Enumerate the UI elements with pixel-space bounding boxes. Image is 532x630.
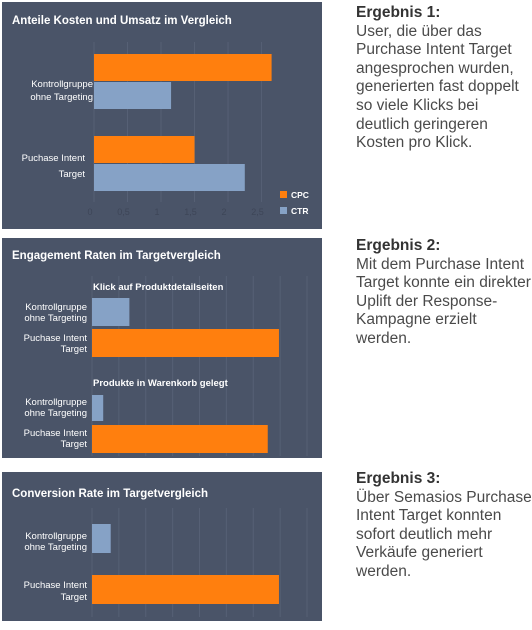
- tick-label: 0: [87, 207, 92, 217]
- bar-cpc: [94, 136, 195, 163]
- category-label: Puchase Intent: [24, 333, 88, 344]
- category-label: Target: [61, 439, 88, 450]
- legend-label-ctr: CTR: [291, 206, 308, 216]
- chart-subtitle: Produkte in Warenkorb gelegt: [93, 378, 229, 389]
- chart-costs-svg: Anteile Kosten und Umsatz im Vergleich K…: [12, 15, 309, 217]
- legend-label-cpc: CPC: [291, 190, 309, 200]
- category-label: Target: [61, 592, 88, 603]
- category-label: ohne Targeting: [30, 92, 93, 103]
- chart-title: Conversion Rate im Targetvergleich: [12, 488, 208, 500]
- result-block-3: Ergebnis 3: Über Semasios Purchase Inten…: [356, 470, 532, 582]
- result-text: User, die über das Purchase Intent Targe…: [356, 22, 519, 152]
- tick-label: 1,5: [184, 207, 197, 217]
- bar-ctr: [94, 82, 172, 109]
- bar-kontrollgruppe: [92, 395, 104, 421]
- chart-panel-conversion: Conversion Rate im Targetvergleich Kontr…: [2, 472, 322, 621]
- result-heading: Ergebnis 1:: [356, 4, 441, 21]
- result-heading: Ergebnis 3:: [356, 470, 441, 487]
- bar-ctr: [94, 164, 245, 191]
- category-label: Kontrollgruppe: [25, 531, 87, 542]
- chart-panel-costs: Anteile Kosten und Umsatz im Vergleich K…: [2, 2, 322, 229]
- chart-panel-engagement: Engagement Raten im Targetvergleich Klic…: [2, 238, 322, 458]
- legend-swatch-ctr: [280, 207, 287, 214]
- chart-conversion-svg: Conversion Rate im Targetvergleich Kontr…: [12, 488, 308, 617]
- category-label: Puchase Intent: [24, 428, 88, 439]
- bar-kontrollgruppe: [92, 298, 130, 326]
- bar-purchase-intent: [92, 575, 279, 604]
- category-label: Puchase Intent: [22, 153, 86, 164]
- result-text: Über Semasios Purchase Intent Target kon…: [356, 488, 532, 580]
- category-label: Puchase Intent: [24, 580, 88, 591]
- bar-purchase-intent: [92, 425, 268, 453]
- category-label: ohne Targeting: [24, 313, 87, 324]
- tick-label: 0,5: [117, 207, 130, 217]
- chart-title: Engagement Raten im Targetvergleich: [12, 250, 221, 262]
- result-block-1: Ergebnis 1: User, die über das Purchase …: [356, 4, 532, 153]
- chart-subtitle: Klick auf Produktdetailseiten: [93, 282, 224, 293]
- category-label: Kontrollgruppe: [25, 302, 87, 313]
- category-label: Kontrollgruppe: [31, 79, 93, 90]
- result-heading: Ergebnis 2:: [356, 237, 441, 254]
- chart-title: Anteile Kosten und Umsatz im Vergleich: [12, 15, 232, 27]
- bar-cpc: [94, 54, 272, 81]
- tick-label: 2,5: [251, 207, 264, 217]
- bar-purchase-intent: [92, 329, 279, 357]
- bar-kontrollgruppe: [92, 524, 111, 553]
- result-block-2: Ergebnis 2: Mit dem Purchase Intent Targ…: [356, 237, 532, 349]
- chart-engagement-svg: Engagement Raten im Targetvergleich Klic…: [12, 250, 308, 456]
- result-text: Mit dem Purchase Intent Target konnte ei…: [356, 255, 531, 347]
- category-label: Target: [61, 344, 88, 355]
- category-label: ohne Targeting: [24, 408, 87, 419]
- tick-label: 1: [155, 207, 160, 217]
- category-label: Kontrollgruppe: [25, 397, 87, 408]
- legend-swatch-cpc: [280, 191, 287, 198]
- category-label: Target: [59, 169, 86, 180]
- tick-label: 2: [222, 207, 227, 217]
- category-label: ohne Targeting: [24, 542, 87, 553]
